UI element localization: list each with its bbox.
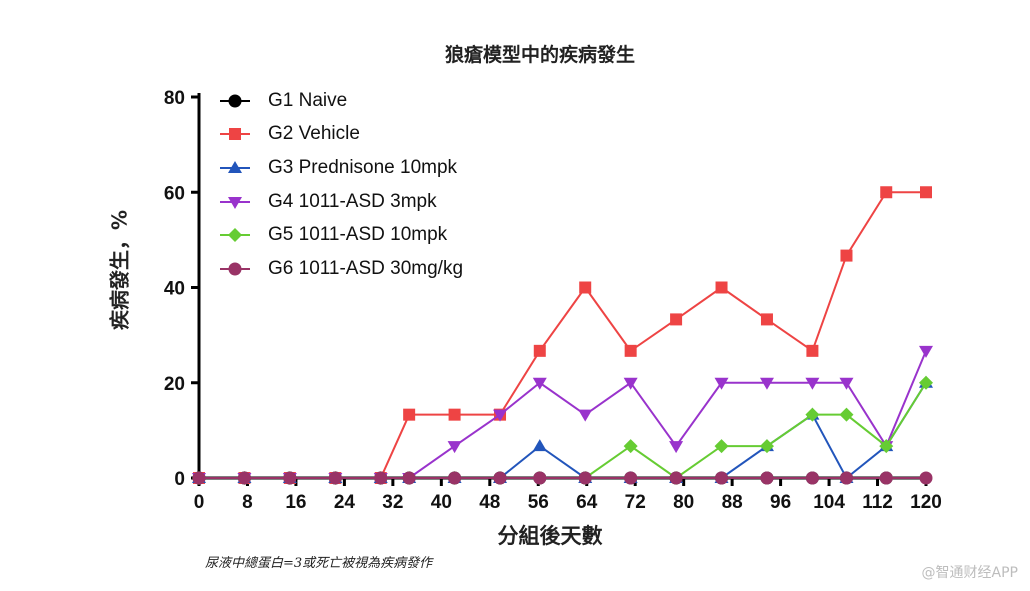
series-6-point-17 <box>919 471 933 485</box>
x-tick-label-8: 8 <box>242 492 253 513</box>
series-5-point-12 <box>714 439 729 454</box>
series-5-point-15 <box>839 407 854 422</box>
series-4-point-13 <box>759 377 774 390</box>
legend-swatch-5 <box>220 228 250 243</box>
series-6-point-10 <box>624 471 638 485</box>
series-5-point-16 <box>879 439 894 454</box>
legend-swatch-6 <box>220 262 250 276</box>
x-tick-label-24: 24 <box>334 492 356 513</box>
legend-swatch-4 <box>220 196 250 209</box>
series-4-point-15 <box>839 377 854 390</box>
legend-label-3: G3 Prednisone 10mpk <box>268 156 458 178</box>
series-2-point-10 <box>624 344 637 357</box>
series-6-point-2 <box>283 471 297 485</box>
series-4-point-12 <box>714 377 729 390</box>
legend-label-4: G4 1011-ASD 3mpk <box>268 190 437 212</box>
series-2-point-11 <box>670 313 683 326</box>
x-tick-label-72: 72 <box>625 492 646 513</box>
series-4-point-6 <box>447 441 462 454</box>
series-2-point-5 <box>403 408 416 421</box>
y-axis-label: 疾病發生，% <box>107 209 132 331</box>
x-axis-label: 分組後天數 <box>497 524 603 548</box>
series-6-point-9 <box>578 471 592 485</box>
series-2-point-6 <box>448 408 461 421</box>
y-tick-label-40: 40 <box>164 279 185 300</box>
x-tick-label-32: 32 <box>382 492 403 513</box>
series-6-point-5 <box>402 471 416 485</box>
legend-item-6: G6 1011-ASD 30mg/kg <box>218 252 463 286</box>
legend-swatch-3 <box>220 160 250 173</box>
footnote: 尿液中總蛋白=3或死亡被視為疾病發作 <box>205 556 433 571</box>
series-6-point-16 <box>879 471 893 485</box>
series-6-point-3 <box>328 471 342 485</box>
series-6-point-8 <box>533 471 547 485</box>
series-4-point-17 <box>919 345 933 358</box>
x-tick-label-40: 40 <box>431 492 452 513</box>
series-4-point-8 <box>532 377 547 390</box>
watermark: @智通财经APP <box>921 565 1018 581</box>
series-5-point-13 <box>759 439 774 454</box>
series-6-point-13 <box>760 471 774 485</box>
legend-swatch-2 <box>220 128 250 141</box>
series-2-point-13 <box>760 313 773 326</box>
legend-item-5: G5 1011-ASD 10mpk <box>218 218 463 252</box>
series-5-point-10 <box>623 439 638 454</box>
legend-label-6: G6 1011-ASD 30mg/kg <box>268 257 464 279</box>
x-tick-label-96: 96 <box>770 492 791 513</box>
series-6-point-6 <box>448 471 462 485</box>
series-line-3 <box>199 382 927 480</box>
y-tick-label-60: 60 <box>164 183 185 204</box>
series-4-point-7 <box>493 409 508 422</box>
series-2-point-8 <box>533 344 546 357</box>
series-6-point-12 <box>715 471 729 485</box>
series-6-point-11 <box>669 471 683 485</box>
x-tick-label-88: 88 <box>722 492 743 513</box>
legend-item-3: G3 Prednisone 10mpk <box>218 151 463 185</box>
series-5-point-14 <box>805 407 820 422</box>
series-2-point-9 <box>579 281 592 294</box>
legend-item-2: G2 Vehicle <box>218 118 463 152</box>
series-line-5 <box>199 382 927 480</box>
y-tick-label-80: 80 <box>164 88 185 109</box>
series-2-point-16 <box>880 186 893 199</box>
legend-item-1: G1 Naive <box>218 84 463 118</box>
series-3-point-8 <box>532 439 547 452</box>
legend-label-1: G1 Naive <box>268 89 348 111</box>
series-6-point-7 <box>493 471 507 485</box>
series-4-point-9 <box>578 409 593 422</box>
x-tick-label-64: 64 <box>576 492 598 513</box>
x-tick-label-0: 0 <box>194 492 205 513</box>
legend-label-5: G5 1011-ASD 10mpk <box>268 224 448 246</box>
series-5-point-17 <box>919 375 933 390</box>
x-tick-label-120: 120 <box>910 492 942 513</box>
series-6-point-1 <box>237 471 251 485</box>
y-tick-label-20: 20 <box>164 374 185 395</box>
x-tick-label-48: 48 <box>479 492 500 513</box>
series-6-point-14 <box>805 471 819 485</box>
series-6-point-4 <box>374 471 388 485</box>
series-6-point-15 <box>839 471 853 485</box>
series-2-point-14 <box>806 344 819 357</box>
series-6-point-0 <box>192 471 206 485</box>
series-4-point-14 <box>805 377 820 390</box>
series-4-point-10 <box>623 377 638 390</box>
x-tick-label-112: 112 <box>862 492 893 513</box>
y-tick-label-0: 0 <box>174 469 185 490</box>
legend-swatch-1 <box>220 94 250 108</box>
x-tick-label-56: 56 <box>528 492 549 513</box>
legend-label-2: G2 Vehicle <box>268 123 360 145</box>
x-tick-label-16: 16 <box>285 492 306 513</box>
series-2-point-12 <box>715 281 728 294</box>
chart-title: 狼瘡模型中的疾病發生 <box>444 44 635 66</box>
legend-item-4: G4 1011-ASD 3mpk <box>218 185 463 219</box>
x-tick-label-80: 80 <box>673 492 694 513</box>
legend: G1 Naive G2 Vehicle G3 Prednisone 10mpk G4 … <box>218 84 463 286</box>
series-2-point-17 <box>920 186 932 199</box>
series-4-point-11 <box>669 441 684 454</box>
series-2-point-15 <box>840 249 853 262</box>
x-tick-label-104: 104 <box>813 492 845 513</box>
